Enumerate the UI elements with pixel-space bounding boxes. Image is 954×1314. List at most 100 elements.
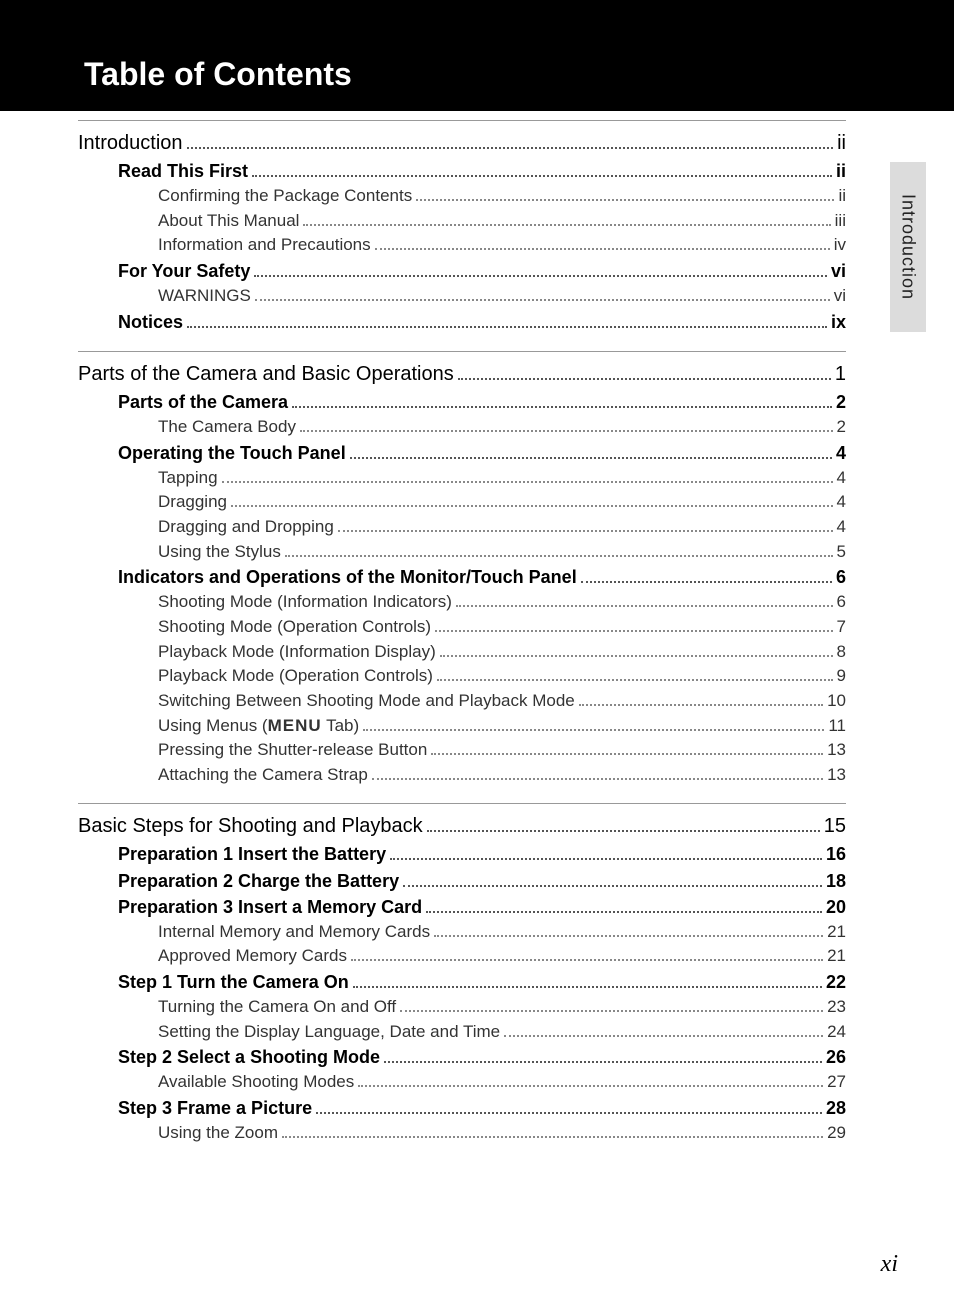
toc-row[interactable]: Playback Mode (Operation Controls) 9 bbox=[158, 664, 846, 689]
toc-label: For Your Safety bbox=[118, 258, 250, 284]
toc-label: Available Shooting Modes bbox=[158, 1070, 354, 1095]
toc-page: 21 bbox=[827, 944, 846, 969]
toc-row[interactable]: Pressing the Shutter-release Button13 bbox=[158, 738, 846, 763]
toc-row[interactable]: Available Shooting Modes27 bbox=[158, 1070, 846, 1095]
toc-row[interactable]: Information and Precautionsiv bbox=[158, 233, 846, 258]
toc-row[interactable]: Noticesix bbox=[118, 309, 846, 335]
toc-row[interactable]: Playback Mode (Information Display)8 bbox=[158, 640, 846, 665]
toc-row[interactable]: Shooting Mode (Information Indicators) 6 bbox=[158, 590, 846, 615]
toc-page: 5 bbox=[837, 540, 846, 565]
toc-row[interactable]: About This Manualiii bbox=[158, 209, 846, 234]
toc-label: WARNINGS bbox=[158, 284, 251, 309]
toc-row[interactable]: Using Menus (MENU Tab)11 bbox=[158, 714, 846, 739]
header-band: Table of Contents bbox=[0, 0, 954, 111]
toc-label: Notices bbox=[118, 309, 183, 335]
toc-leader-dots bbox=[403, 885, 822, 887]
toc-page: 4 bbox=[837, 466, 846, 491]
toc-row[interactable]: For Your Safety vi bbox=[118, 258, 846, 284]
toc-label: Approved Memory Cards bbox=[158, 944, 347, 969]
toc-label: Shooting Mode (Information Indicators) bbox=[158, 590, 452, 615]
toc-leader-dots bbox=[426, 911, 822, 913]
toc-page: 26 bbox=[826, 1044, 846, 1070]
toc-page: 9 bbox=[837, 664, 846, 689]
toc-leader-dots bbox=[285, 555, 833, 557]
toc-row[interactable]: Preparation 2 Charge the Battery 18 bbox=[118, 868, 846, 894]
toc-leader-dots bbox=[400, 1010, 823, 1012]
toc-label: Setting the Display Language, Date and T… bbox=[158, 1020, 500, 1045]
toc-leader-dots bbox=[187, 326, 827, 328]
toc-row[interactable]: Tapping 4 bbox=[158, 466, 846, 491]
toc-leader-dots bbox=[300, 430, 833, 432]
toc-leader-dots bbox=[440, 655, 833, 657]
toc-row[interactable]: Using the Stylus5 bbox=[158, 540, 846, 565]
toc-page: 1 bbox=[835, 360, 846, 389]
page-number: xi bbox=[881, 1251, 898, 1278]
toc-page: 18 bbox=[826, 868, 846, 894]
toc-row[interactable]: Setting the Display Language, Date and T… bbox=[158, 1020, 846, 1045]
toc-leader-dots bbox=[435, 630, 832, 632]
toc-label: Tapping bbox=[158, 466, 218, 491]
toc-page: vi bbox=[834, 284, 846, 309]
toc-leader-dots bbox=[254, 275, 827, 277]
toc-row[interactable]: Preparation 1 Insert the Battery16 bbox=[118, 841, 846, 867]
toc-row[interactable]: Operating the Touch Panel4 bbox=[118, 440, 846, 466]
toc-leader-dots bbox=[231, 505, 833, 507]
toc-label: Read This First bbox=[118, 158, 248, 184]
toc-leader-dots bbox=[222, 481, 833, 483]
toc-row[interactable]: Shooting Mode (Operation Controls)7 bbox=[158, 615, 846, 640]
toc-page: iii bbox=[835, 209, 846, 234]
toc-row[interactable]: Parts of the Camera and Basic Operations… bbox=[78, 360, 846, 389]
toc-row[interactable]: Switching Between Shooting Mode and Play… bbox=[158, 689, 846, 714]
toc-section: Parts of the Camera and Basic Operations… bbox=[78, 351, 846, 788]
toc-row[interactable]: Using the Zoom29 bbox=[158, 1121, 846, 1146]
toc-label: Playback Mode (Operation Controls) bbox=[158, 664, 433, 689]
toc-page: 6 bbox=[836, 564, 846, 590]
toc-row[interactable]: Dragging and Dropping4 bbox=[158, 515, 846, 540]
toc-leader-dots bbox=[351, 959, 823, 961]
toc-row[interactable]: Internal Memory and Memory Cards21 bbox=[158, 920, 846, 945]
toc-row[interactable]: Attaching the Camera Strap13 bbox=[158, 763, 846, 788]
toc-label: Preparation 3 Insert a Memory Card bbox=[118, 894, 422, 920]
toc-leader-dots bbox=[434, 935, 823, 937]
toc-page: 7 bbox=[837, 615, 846, 640]
toc-row[interactable]: Confirming the Package Contentsii bbox=[158, 184, 846, 209]
toc-leader-dots bbox=[384, 1061, 822, 1063]
toc-row[interactable]: Turning the Camera On and Off23 bbox=[158, 995, 846, 1020]
toc-row[interactable]: Parts of the Camera2 bbox=[118, 389, 846, 415]
toc-row[interactable]: Preparation 3 Insert a Memory Card 20 bbox=[118, 894, 846, 920]
toc-leader-dots bbox=[458, 378, 831, 380]
toc-leader-dots bbox=[303, 224, 830, 226]
toc-row[interactable]: Step 2 Select a Shooting Mode26 bbox=[118, 1044, 846, 1070]
toc-row[interactable]: Dragging 4 bbox=[158, 490, 846, 515]
toc-leader-dots bbox=[390, 858, 822, 860]
toc-leader-dots bbox=[363, 729, 824, 731]
toc-page: 13 bbox=[827, 763, 846, 788]
toc-label: Parts of the Camera and Basic Operations bbox=[78, 360, 454, 389]
toc-row[interactable]: WARNINGS vi bbox=[158, 284, 846, 309]
toc-leader-dots bbox=[358, 1085, 823, 1087]
toc-row[interactable]: Read This Firstii bbox=[118, 158, 846, 184]
toc-page: 20 bbox=[826, 894, 846, 920]
toc-leader-dots bbox=[456, 605, 833, 607]
toc-leader-dots bbox=[427, 830, 820, 832]
toc-section: IntroductioniiRead This FirstiiConfirmin… bbox=[78, 120, 846, 335]
toc-page: vi bbox=[831, 258, 846, 284]
toc-row[interactable]: The Camera Body2 bbox=[158, 415, 846, 440]
toc-label: Dragging bbox=[158, 490, 227, 515]
toc-row[interactable]: Introductionii bbox=[78, 129, 846, 158]
toc-row[interactable]: Step 3 Frame a Picture28 bbox=[118, 1095, 846, 1121]
toc-label: Basic Steps for Shooting and Playback bbox=[78, 812, 423, 841]
section-tab-label: Introduction bbox=[898, 194, 919, 300]
toc-row[interactable]: Step 1 Turn the Camera On22 bbox=[118, 969, 846, 995]
toc-page: 6 bbox=[837, 590, 846, 615]
toc-label: Preparation 2 Charge the Battery bbox=[118, 868, 399, 894]
toc-page: 21 bbox=[827, 920, 846, 945]
page: Table of Contents Introduction Introduct… bbox=[0, 0, 954, 1314]
toc-page: 2 bbox=[836, 389, 846, 415]
toc-page: 4 bbox=[837, 490, 846, 515]
toc-leader-dots bbox=[255, 299, 830, 301]
toc-row[interactable]: Indicators and Operations of the Monitor… bbox=[118, 564, 846, 590]
toc-row[interactable]: Basic Steps for Shooting and Playback15 bbox=[78, 812, 846, 841]
toc-leader-dots bbox=[581, 581, 832, 583]
toc-row[interactable]: Approved Memory Cards 21 bbox=[158, 944, 846, 969]
